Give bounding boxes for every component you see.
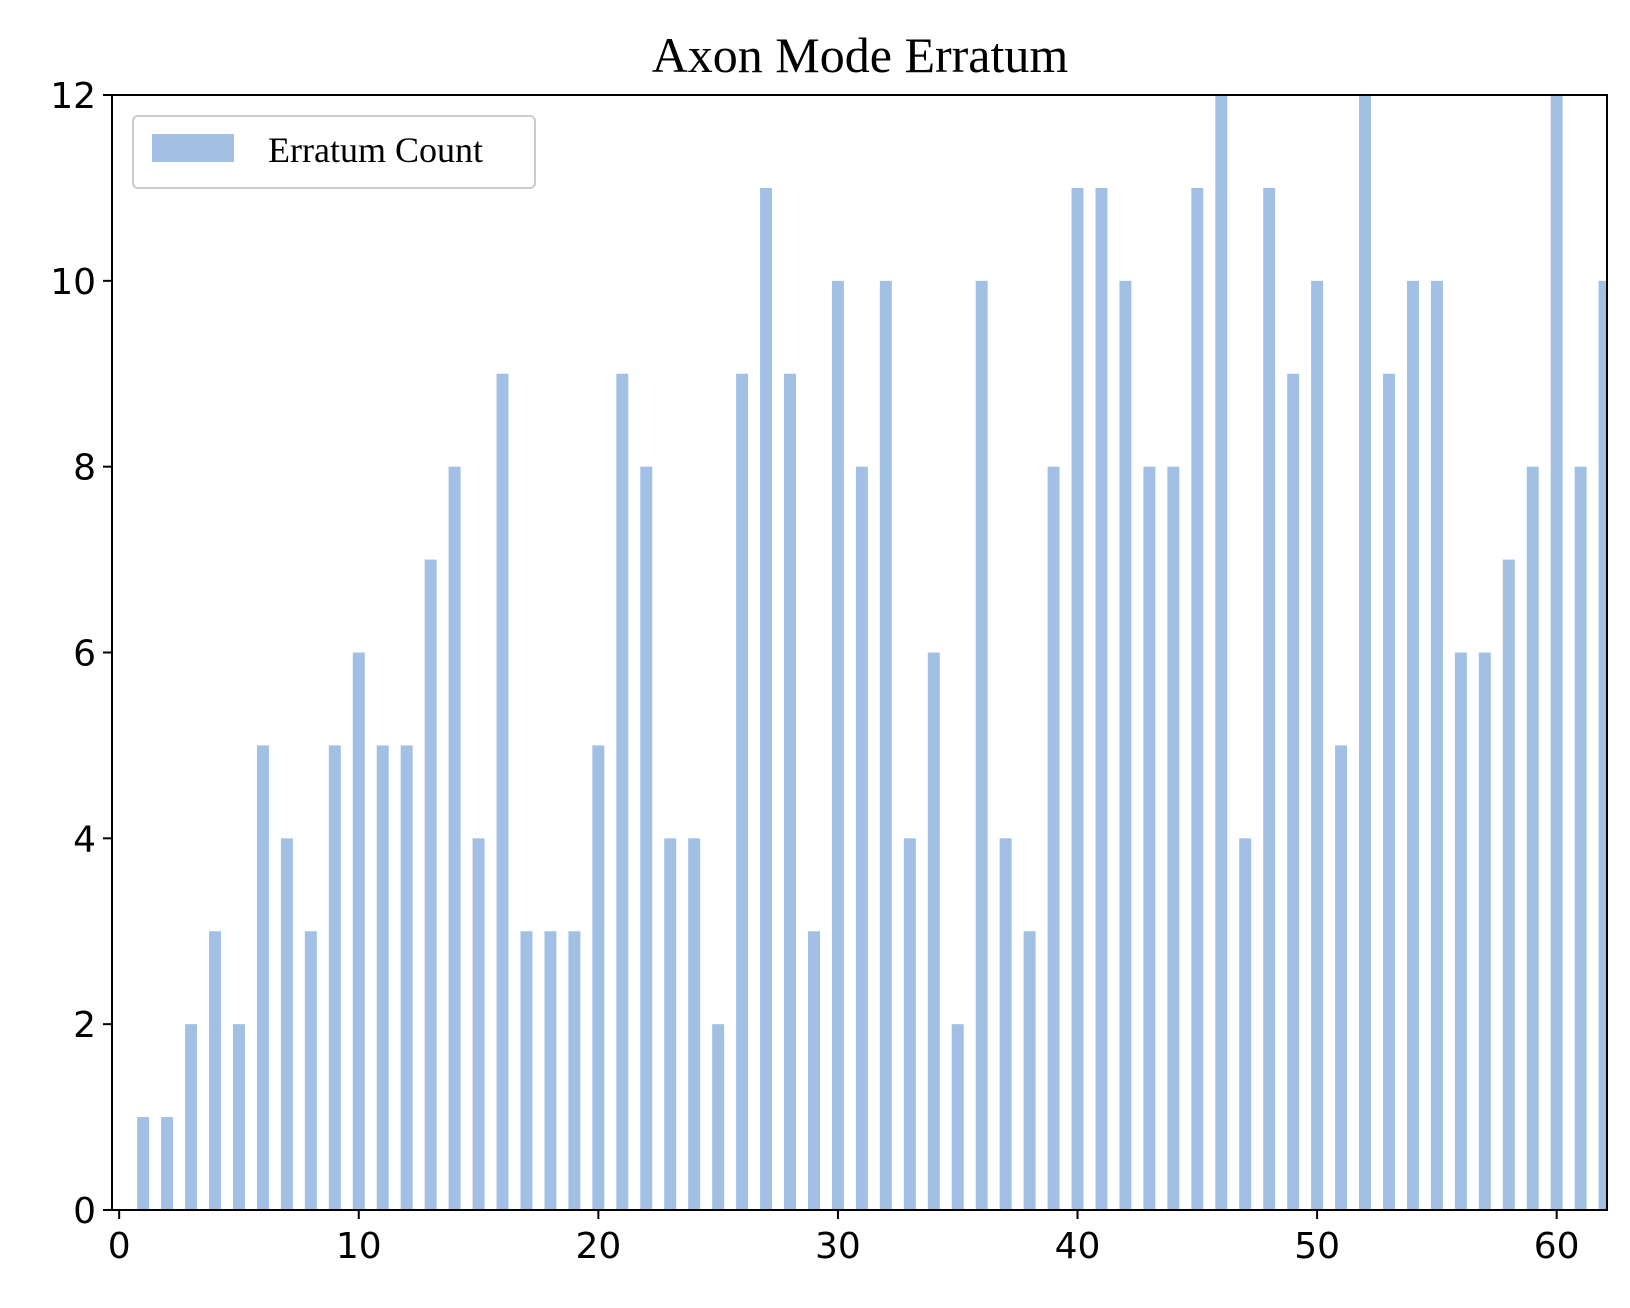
y-tick-label: 0: [73, 1191, 96, 1232]
bar-x-51: [1335, 745, 1348, 1210]
bar-x-34: [927, 652, 940, 1210]
bar-x-48: [1263, 187, 1276, 1210]
bar-x-12: [400, 745, 413, 1210]
bar-x-19: [568, 931, 581, 1210]
bar-x-17: [520, 931, 533, 1210]
bar-x-56: [1454, 652, 1467, 1210]
bar-x-55: [1430, 280, 1443, 1210]
bar-x-27: [760, 187, 773, 1210]
axes-layer: 0 2 4 6 8 10 12 0 10 20 30 40 50 60: [50, 76, 1608, 1267]
bar-x-13: [424, 559, 437, 1210]
legend: Erratum Count: [132, 115, 536, 189]
bar-x-4: [209, 931, 222, 1210]
bar-x-18: [544, 931, 557, 1210]
bar-x-8: [304, 931, 317, 1210]
y-tick-label: 8: [73, 448, 96, 489]
bar-x-26: [736, 373, 749, 1210]
bar-x-43: [1143, 466, 1156, 1210]
bar-x-41: [1095, 187, 1108, 1210]
bar-x-30: [831, 280, 844, 1210]
bar-x-24: [688, 838, 701, 1210]
bar-x-54: [1406, 280, 1419, 1210]
bar-x-1: [137, 1117, 150, 1210]
bar-x-45: [1191, 187, 1204, 1210]
bar-x-46: [1215, 95, 1228, 1210]
bar-x-29: [807, 931, 820, 1210]
bar-x-9: [328, 745, 341, 1210]
x-tick-label: 20: [575, 1226, 621, 1267]
bar-x-3: [185, 1024, 198, 1210]
bar-x-59: [1526, 466, 1539, 1210]
bar-x-23: [664, 838, 677, 1210]
bar-x-16: [496, 373, 509, 1210]
bar-x-47: [1239, 838, 1252, 1210]
bar-x-33: [903, 838, 916, 1210]
bar-x-44: [1167, 466, 1180, 1210]
x-tick-label: 10: [336, 1226, 382, 1267]
bar-x-60: [1550, 95, 1563, 1210]
bar-x-14: [448, 466, 461, 1210]
bar-x-35: [951, 1024, 964, 1210]
legend-swatch: [152, 134, 234, 162]
bar-x-53: [1382, 373, 1395, 1210]
bar-x-52: [1359, 95, 1372, 1210]
bar-x-2: [161, 1117, 174, 1210]
bar-x-21: [616, 373, 629, 1210]
bar-x-38: [1023, 931, 1036, 1210]
bar-x-7: [280, 838, 293, 1210]
bar-x-5: [232, 1024, 245, 1210]
bar-x-37: [999, 838, 1012, 1210]
bar-x-11: [376, 745, 389, 1210]
bar-x-6: [256, 745, 269, 1210]
x-tick-label: 60: [1534, 1226, 1580, 1267]
chart-title: Axon Mode Erratum: [652, 27, 1069, 83]
bar-x-49: [1287, 373, 1300, 1210]
y-tick-label: 2: [73, 1005, 96, 1046]
bar-x-61: [1574, 466, 1587, 1210]
bar-x-39: [1047, 466, 1060, 1210]
x-tick-label: 50: [1294, 1226, 1340, 1267]
bar-x-50: [1311, 280, 1324, 1210]
bar-x-31: [855, 466, 868, 1210]
bar-x-10: [352, 652, 365, 1210]
y-tick-label: 4: [73, 819, 96, 860]
bar-x-20: [592, 745, 605, 1210]
bar-x-62: [1598, 280, 1607, 1210]
bar-x-22: [640, 466, 653, 1210]
x-tick-label: 30: [815, 1226, 861, 1267]
bar-x-32: [879, 280, 892, 1210]
bar-x-15: [472, 838, 485, 1210]
bar-x-57: [1478, 652, 1491, 1210]
y-tick-label: 10: [50, 262, 96, 303]
y-tick-label: 12: [50, 76, 96, 117]
x-tick-label: 0: [108, 1226, 131, 1267]
bar-x-36: [975, 280, 988, 1210]
x-tick-label: 40: [1055, 1226, 1101, 1267]
legend-label: Erratum Count: [268, 130, 483, 170]
bar-x-42: [1119, 280, 1132, 1210]
bar-x-25: [712, 1024, 725, 1210]
bar-x-28: [784, 373, 797, 1210]
bar-x-58: [1502, 559, 1515, 1210]
bar-x-40: [1071, 187, 1084, 1210]
bars-layer: [137, 95, 1607, 1210]
y-tick-label: 6: [73, 634, 96, 675]
